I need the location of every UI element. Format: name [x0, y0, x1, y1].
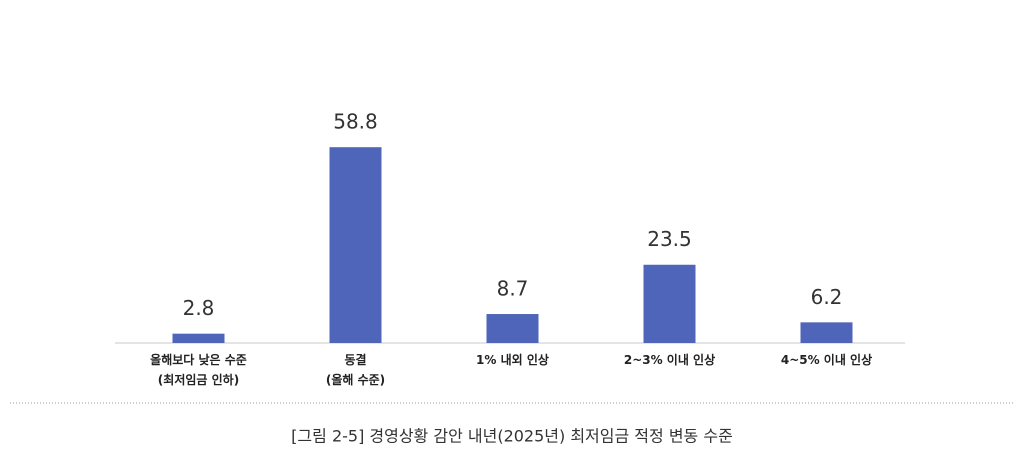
bar: [172, 333, 225, 343]
bar: [800, 322, 853, 343]
bar: [329, 147, 382, 343]
value-label: 8.7: [497, 277, 529, 301]
x-tick-label: 2~3% 이내 인상: [624, 352, 715, 367]
value-label: 6.2: [811, 285, 843, 309]
value-label: 23.5: [647, 227, 692, 251]
value-label: 58.8: [333, 110, 378, 134]
value-label: 2.8: [183, 296, 215, 320]
x-tick-label: 1% 내외 인상: [476, 352, 549, 367]
bar: [643, 264, 696, 343]
x-tick-label: 4~5% 이내 인상: [781, 352, 872, 367]
x-tick-label: 동결 (올해 수준): [326, 352, 385, 387]
x-tick-label: 올해보다 낮은 수준 (최저임금 인하): [150, 352, 247, 387]
caption: [그림 2-5] 경영상황 감안 내년(2025년) 최저임금 적정 변동 수준: [291, 427, 733, 446]
bar: [486, 314, 539, 343]
